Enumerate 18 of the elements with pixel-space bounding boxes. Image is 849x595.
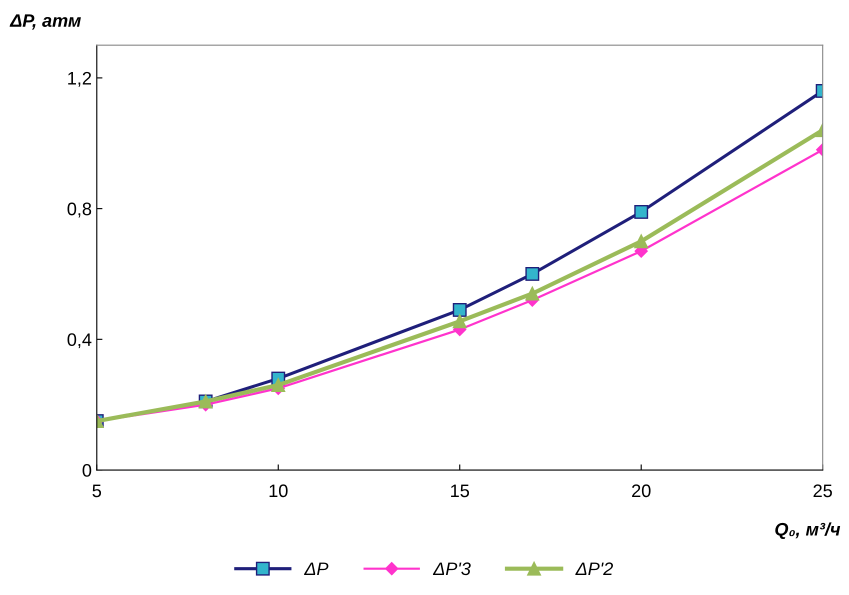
point (525, 286, 540, 301)
x-axis-title: Q₀, м³/ч (775, 522, 840, 540)
y-tick-label: 0,8 (68, 202, 92, 218)
y-tick-label: 0,4 (68, 333, 92, 348)
point (525, 267, 540, 281)
x-tick-label: 5 (92, 484, 102, 498)
x-tick-label: 10 (270, 484, 288, 498)
x-tick-label: 25 (814, 484, 832, 498)
x-tick-label: 20 (632, 484, 651, 498)
legend-label: ΔP'2 (575, 562, 613, 576)
x-tick-label: 15 (451, 484, 470, 498)
point (452, 302, 467, 317)
y-axis-title: ΔP, атм (10, 14, 81, 30)
y-tick-label: 1,2 (68, 72, 92, 87)
y-tick-label: 0 (82, 464, 92, 477)
legend-label: ΔP (304, 562, 328, 576)
point (452, 314, 467, 328)
legend-label: ΔP'3 (432, 562, 471, 576)
